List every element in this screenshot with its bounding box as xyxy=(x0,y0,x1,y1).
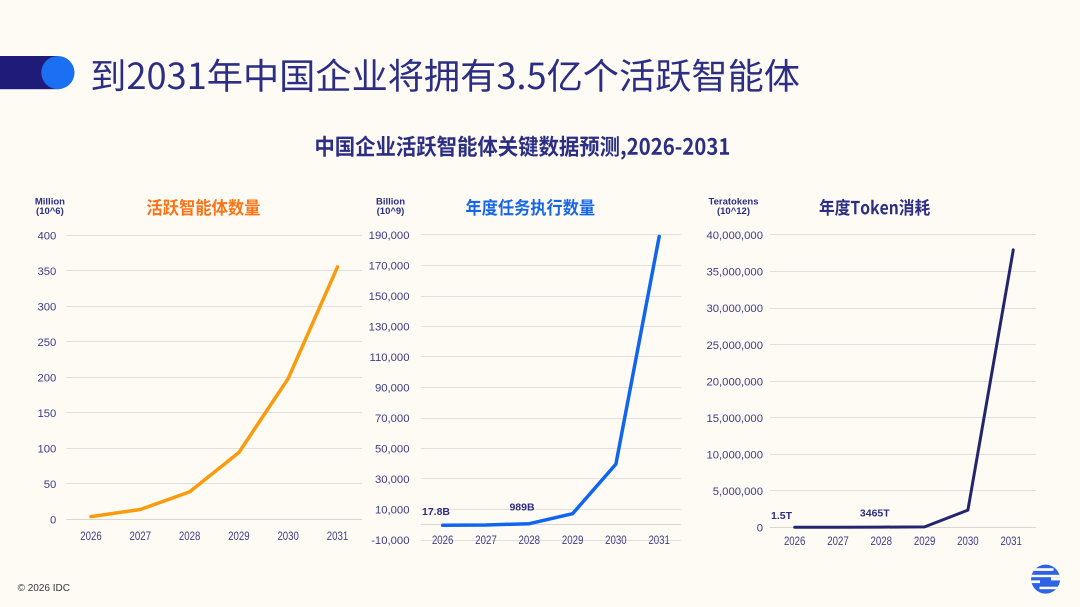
svg-text:90,000: 90,000 xyxy=(375,383,410,395)
svg-text:20,000,000: 20,000,000 xyxy=(706,376,763,388)
svg-text:0: 0 xyxy=(50,514,56,526)
svg-text:30,000: 30,000 xyxy=(375,474,410,486)
svg-text:989B: 989B xyxy=(509,502,535,514)
svg-text:0: 0 xyxy=(757,523,763,535)
svg-text:2026: 2026 xyxy=(784,536,806,548)
svg-text:2029: 2029 xyxy=(562,535,584,547)
svg-text:170,000: 170,000 xyxy=(369,261,410,273)
svg-text:25,000,000: 25,000,000 xyxy=(706,340,763,352)
svg-text:2029: 2029 xyxy=(914,536,936,548)
svg-text:2027: 2027 xyxy=(475,535,497,547)
svg-text:1.5T: 1.5T xyxy=(771,510,793,522)
svg-text:3465T: 3465T xyxy=(860,507,890,519)
svg-text:2027: 2027 xyxy=(130,531,152,543)
svg-text:Million: Million xyxy=(35,196,65,207)
svg-text:40,000,000: 40,000,000 xyxy=(706,230,763,242)
svg-text:-10,000: -10,000 xyxy=(371,535,409,547)
svg-text:300: 300 xyxy=(37,301,56,313)
svg-text:2030: 2030 xyxy=(277,531,299,543)
svg-text:35,000,000: 35,000,000 xyxy=(706,267,763,279)
svg-text:150,000: 150,000 xyxy=(369,291,410,303)
svg-text:100: 100 xyxy=(37,443,56,455)
svg-text:2028: 2028 xyxy=(519,535,541,547)
svg-text:130,000: 130,000 xyxy=(369,322,410,334)
svg-text:15,000,000: 15,000,000 xyxy=(706,413,763,425)
svg-text:(10^12): (10^12) xyxy=(717,206,750,217)
svg-text:Teratokens: Teratokens xyxy=(709,196,759,207)
svg-text:10,000: 10,000 xyxy=(375,505,410,517)
svg-text:200: 200 xyxy=(37,372,56,384)
svg-text:2026: 2026 xyxy=(432,535,454,547)
svg-text:2030: 2030 xyxy=(957,536,979,548)
svg-text:5,000,000: 5,000,000 xyxy=(713,486,763,498)
svg-text:2031: 2031 xyxy=(327,531,349,543)
svg-text:Billion: Billion xyxy=(376,196,405,207)
svg-text:250: 250 xyxy=(37,337,56,349)
svg-text:50,000: 50,000 xyxy=(375,444,410,456)
svg-text:(10^9): (10^9) xyxy=(377,206,405,217)
svg-text:30,000,000: 30,000,000 xyxy=(706,303,763,315)
svg-text:150: 150 xyxy=(37,408,56,420)
svg-text:110,000: 110,000 xyxy=(370,352,410,364)
svg-text:10,000,000: 10,000,000 xyxy=(706,450,763,462)
svg-text:350: 350 xyxy=(37,266,56,278)
svg-text:50: 50 xyxy=(44,479,57,491)
svg-text:2028: 2028 xyxy=(871,536,893,548)
svg-text:2031: 2031 xyxy=(1000,536,1022,548)
svg-text:2029: 2029 xyxy=(228,531,250,543)
svg-text:2030: 2030 xyxy=(605,535,627,547)
svg-text:17.8B: 17.8B xyxy=(422,506,450,518)
svg-text:400: 400 xyxy=(37,230,56,242)
svg-text:70,000: 70,000 xyxy=(375,413,410,425)
svg-text:2027: 2027 xyxy=(827,536,849,548)
svg-text:190,000: 190,000 xyxy=(369,230,410,242)
svg-text:2026: 2026 xyxy=(80,531,102,543)
svg-text:© 2026 IDC: © 2026 IDC xyxy=(18,583,70,594)
svg-text:(10^6): (10^6) xyxy=(36,206,64,217)
svg-text:2028: 2028 xyxy=(179,531,201,543)
svg-text:2031: 2031 xyxy=(648,535,670,547)
